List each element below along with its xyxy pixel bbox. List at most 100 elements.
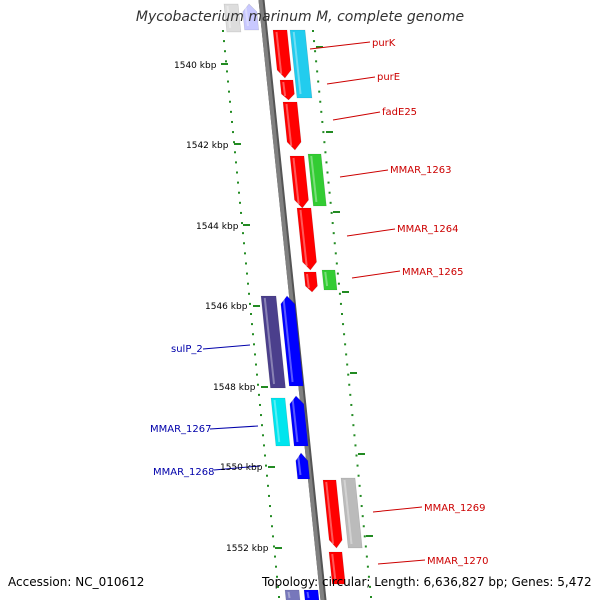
scale-dot: [358, 484, 361, 487]
gene-green-1263-highlight: [310, 155, 318, 203]
scale-dot: [257, 383, 259, 386]
gene-blue-1267-highlight: [291, 397, 299, 443]
gene-label: purK: [372, 38, 396, 49]
scale-dot: [231, 120, 233, 123]
gene-MMAR_1268-highlight: [297, 454, 302, 476]
scale-major-tick: [350, 372, 357, 374]
scale-dot: [338, 292, 341, 295]
gene-label: MMAR_1270: [427, 556, 489, 567]
label-leader: [351, 270, 401, 279]
scale-dot: [230, 110, 232, 113]
scale-major-tick: [316, 46, 323, 48]
gene-purK: [272, 29, 292, 79]
gene-label: sulP_2: [171, 344, 203, 355]
scale-major-tick: [326, 131, 333, 133]
scale-dot: [251, 323, 253, 326]
scale-dot: [274, 555, 276, 558]
scale-dot: [333, 242, 336, 245]
gene-MMAR_1267-highlight: [273, 399, 281, 443]
scale-dot: [273, 545, 275, 548]
backbone-line: [258, 0, 325, 604]
gene-partial-blue-highlight: [244, 5, 249, 27]
scale-dot: [241, 222, 243, 225]
scale-dot: [254, 353, 256, 356]
gene-label: MMAR_1269: [424, 503, 486, 514]
scale-dot: [357, 474, 360, 477]
scale-dot: [233, 141, 235, 144]
scale-dot: [246, 272, 248, 275]
scale-major-tick: [261, 386, 268, 388]
scale-dot: [337, 282, 340, 285]
scale-dot: [327, 181, 330, 184]
scale-label: 1550 kbp: [220, 463, 263, 473]
scale-major-tick: [234, 143, 241, 145]
scale-dot: [278, 596, 280, 598]
scale-dot: [365, 555, 368, 558]
scale-dot: [318, 90, 321, 93]
scale-dot: [270, 515, 272, 518]
gene-MMAR_1263-highlight: [292, 157, 300, 205]
scale-dot: [328, 191, 331, 194]
gene-partial-bottom-highlight: [287, 591, 291, 599]
gene-purE-highlight: [282, 81, 287, 97]
scale-dot: [319, 100, 322, 103]
scale-dot: [242, 232, 244, 235]
scale-dot: [326, 171, 329, 174]
gene-MMAR_1265-highlight: [306, 273, 310, 289]
scale-major-tick: [366, 535, 373, 537]
scale-dot: [336, 272, 339, 275]
gene-gray-1269-highlight: [343, 479, 353, 545]
scale-dot: [341, 313, 343, 315]
scale-dot: [359, 494, 362, 497]
scale-major-tick: [243, 224, 250, 226]
gene-partial-bottom-blue-highlight: [306, 591, 310, 599]
accession-text: Accession: NC_010612: [8, 575, 145, 589]
scale-dot: [272, 535, 274, 538]
gene-green-1265-highlight: [324, 271, 329, 287]
scale-dot: [226, 70, 228, 73]
scale-dot: [232, 131, 234, 134]
scale-dot: [350, 403, 353, 406]
scale-dot: [250, 313, 252, 315]
scale-label: 1540 kbp: [174, 61, 217, 71]
gene-gray-1269: [340, 477, 363, 549]
scale-dot: [329, 201, 332, 204]
scale-dot: [317, 80, 320, 83]
scale-dot: [271, 525, 273, 528]
scale-dot: [223, 40, 225, 43]
label-leader: [309, 41, 371, 50]
scale-dot: [236, 171, 238, 174]
gene-purE: [279, 79, 295, 101]
scale-major-tick: [268, 466, 275, 468]
label-leader: [202, 344, 251, 350]
scale-dot: [245, 262, 247, 265]
scale-dot: [266, 474, 268, 477]
scale-dot: [332, 232, 335, 235]
gene-MMAR_1267: [270, 397, 291, 447]
gene-partial-gray: [223, 3, 242, 33]
gene-sulP_2-highlight: [263, 297, 276, 385]
scale-dot: [269, 505, 271, 508]
scale-dot: [355, 454, 358, 457]
scale-dot: [324, 151, 327, 154]
scale-dot: [229, 100, 231, 103]
scale-major-tick: [275, 547, 282, 549]
scale-dot: [334, 252, 337, 255]
scale-dot: [352, 424, 355, 427]
genome-title: Mycobacterium marinum M, complete genome: [135, 9, 465, 25]
scale-dot: [239, 201, 241, 204]
topology-text: Topology: circular; Length: 6,636,827 bp…: [262, 575, 592, 589]
scale-dot: [316, 70, 319, 73]
scale-label: 1546 kbp: [205, 302, 248, 312]
scale-dot: [227, 80, 229, 83]
label-leaders: [202, 41, 426, 565]
gene-fadE25-highlight: [285, 103, 293, 147]
gene-purK-highlight: [275, 31, 283, 75]
gene-blue-1267: [289, 395, 309, 447]
label-leader: [339, 169, 389, 178]
scale-dot: [277, 585, 279, 588]
scale-dot: [228, 90, 230, 93]
gene-MMAR_1265: [303, 271, 318, 293]
gene-MMAR_1269-highlight: [325, 481, 335, 545]
